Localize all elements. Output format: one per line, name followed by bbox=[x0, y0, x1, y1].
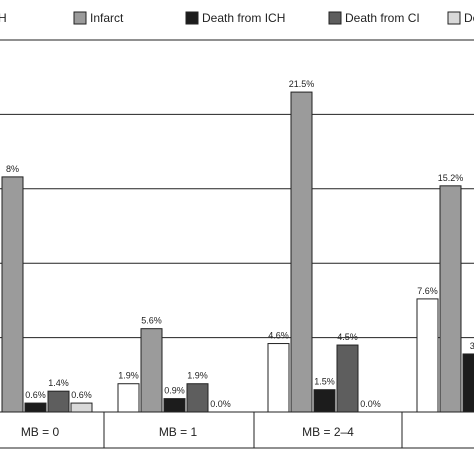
bar-ich-mb-5 bbox=[416, 298, 439, 413]
category-label-mb-1: MB = 1 bbox=[159, 425, 198, 439]
bar-infarct-mb-1 bbox=[140, 328, 163, 413]
data-label-ich-mb-2-4: 4.6% bbox=[268, 331, 289, 341]
bar-death-from-ci-mb-2-4 bbox=[336, 344, 359, 413]
data-label-death-from-mi-mb-1: 0.0% bbox=[210, 399, 231, 409]
data-label-death-from-mi-mb-0: 0.6% bbox=[71, 390, 92, 400]
data-label-infarct-mb-1: 5.6% bbox=[141, 316, 162, 326]
data-label-infarct-mb-0: 8% bbox=[6, 164, 19, 174]
bar-ich-mb-1 bbox=[117, 383, 140, 413]
data-label-death-from-mi-mb-2-4: 0.0% bbox=[360, 399, 381, 409]
legend-swatch-death-from-ich bbox=[185, 11, 199, 25]
data-label-infarct-mb-2-4: 21.5% bbox=[289, 79, 315, 89]
bar-infarct-mb-5 bbox=[439, 185, 462, 413]
data-label-death-from-ci-mb-2-4: 4.5% bbox=[337, 332, 358, 342]
bar-death-from-ci-mb-1 bbox=[186, 383, 209, 413]
bar-death-from-ich-mb-1 bbox=[163, 398, 186, 413]
bar-death-from-ich-mb-0 bbox=[24, 402, 47, 413]
legend-swatch-infarct bbox=[73, 11, 87, 25]
bar-death-from-ich-mb-5 bbox=[462, 353, 474, 413]
legend-label-ich: H bbox=[0, 11, 7, 25]
bar-ich-mb-2-4 bbox=[267, 343, 290, 413]
data-label-death-from-ich-mb-2-4: 1.5% bbox=[314, 377, 335, 387]
data-label-ich-mb-1: 1.9% bbox=[118, 371, 139, 381]
bar-death-from-ci-mb-0 bbox=[47, 390, 70, 413]
data-label-infarct-mb-5: 15.2% bbox=[438, 173, 464, 183]
category-label-mb-0: MB = 0 bbox=[21, 425, 60, 439]
data-label-death-from-ci-mb-0: 1.4% bbox=[48, 378, 69, 388]
legend-label-death-from-mi: Death from MI bbox=[464, 11, 474, 25]
data-label-death-from-ich-mb-0: 0.6% bbox=[25, 390, 46, 400]
bar-infarct-mb-0 bbox=[1, 176, 24, 413]
bar-death-from-ich-mb-2-4 bbox=[313, 389, 336, 413]
category-label-mb-2-4: MB = 2–4 bbox=[302, 425, 354, 439]
data-label-ich-mb-5: 7.6% bbox=[417, 286, 438, 296]
data-label-death-from-ci-mb-1: 1.9% bbox=[187, 371, 208, 381]
bar-infarct-mb-2-4 bbox=[290, 91, 313, 413]
legend-label-infarct: Infarct bbox=[90, 11, 124, 25]
data-label-death-from-ich-mb-5: 3. bbox=[470, 341, 474, 351]
legend-swatch-death-from-mi bbox=[447, 11, 461, 25]
data-label-death-from-ich-mb-1: 0.9% bbox=[164, 386, 185, 396]
bar-death-from-mi-mb-0 bbox=[70, 402, 93, 413]
legend-label-death-from-ich: Death from ICH bbox=[202, 11, 285, 25]
legend-swatch-death-from-ci bbox=[328, 11, 342, 25]
legend-label-death-from-ci: Death from CI bbox=[345, 11, 420, 25]
